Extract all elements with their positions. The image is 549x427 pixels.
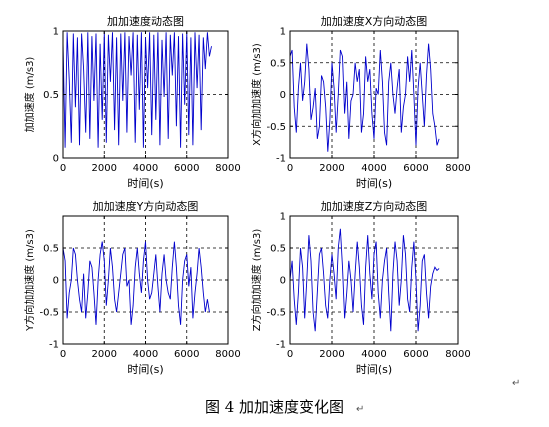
chart-1-x-tick-label: 8000 (215, 163, 240, 174)
chart-3-x-tick-label: 6000 (174, 349, 199, 360)
chart-1-x-tick-label: 2000 (92, 163, 117, 174)
chart-2-x-tick-label: 2000 (319, 163, 344, 174)
chart-2-y-tick-label: 1 (280, 27, 286, 38)
chart-4-x-tick-label: 8000 (445, 349, 470, 360)
chart-2-y-tick-label: 0 (280, 90, 286, 101)
chart-3-x-axis-label: 时间(s) (127, 363, 163, 376)
chart-4-title: 加加速度Z方向动态图 (321, 199, 428, 213)
chart-2-x-axis-label: 时间(s) (356, 177, 392, 190)
chart-1-x-tick-label: 6000 (174, 163, 199, 174)
chart-3-y-tick-label: -1 (49, 340, 59, 351)
chart-4-x-tick-label: 2000 (319, 349, 344, 360)
chart-2-x-tick-label: 0 (287, 163, 293, 174)
chart-4-x-tick-label: 6000 (403, 349, 428, 360)
chart-1-y-tick-label: 1 (53, 27, 59, 38)
chart-4-series-line (289, 228, 440, 332)
chart-2-title: 加加速度X方向动态图 (321, 14, 428, 28)
chart-1-y-axis-label: 加加速度 (m/s3) (23, 57, 36, 133)
chart-3-plot-area (63, 216, 228, 344)
chart-4-x-tick-label: 0 (287, 349, 293, 360)
chart-1-x-tick-label: 0 (60, 163, 66, 174)
chart-2-y-tick-label: 0.5 (270, 58, 286, 69)
chart-1-y-tick-label: 0.5 (43, 90, 59, 101)
chart-4-y-tick-label: 0.5 (270, 244, 286, 255)
chart-4-y-tick-label: -1 (276, 340, 286, 351)
chart-4-x-axis-label: 时间(s) (356, 363, 392, 376)
chart-3-x-tick-label: 8000 (215, 349, 240, 360)
paragraph-mark-icon: ↵ (356, 404, 365, 415)
chart-3-series-line (62, 241, 210, 325)
chart-3-title: 加加速度Y方向动态图 (93, 199, 199, 213)
chart-1-x-axis-label: 时间(s) (127, 177, 163, 190)
chart-2-x-tick-label: 6000 (403, 163, 428, 174)
paragraph-mark-icon: ↵ (512, 378, 521, 389)
chart-2-y-axis-label: X方向加加速度 (m/s3) (250, 43, 263, 146)
chart-3-y-tick-label: 0 (53, 276, 59, 287)
chart-3-x-tick-label: 2000 (92, 349, 117, 360)
chart-4-y-tick-label: -0.5 (266, 308, 286, 319)
chart-3-x-tick-label: 4000 (133, 349, 158, 360)
chart-1-x-tick-label: 4000 (133, 163, 158, 174)
chart-3-y-axis-label: Y方向加加速度 (m/s3) (23, 229, 36, 332)
figure-caption: 图 4 加加速度变化图 (204, 398, 345, 416)
chart-4-x-tick-label: 4000 (361, 349, 386, 360)
chart-2-y-tick-label: -1 (276, 154, 286, 165)
chart-1-title: 加加速度动态图 (107, 14, 184, 28)
chart-3-y-tick-label: 0.5 (43, 244, 59, 255)
chart-4-y-axis-label: Z方向加加速度 (m/s3) (250, 229, 263, 332)
chart-2-series-line (289, 43, 440, 152)
chart-2-x-tick-label: 8000 (445, 163, 470, 174)
chart-3-x-tick-label: 0 (60, 349, 66, 360)
chart-4-y-tick-label: 0 (280, 276, 286, 287)
chart-2-y-tick-label: -0.5 (266, 122, 286, 133)
chart-2-x-tick-label: 4000 (361, 163, 386, 174)
chart-3-y-tick-label: -0.5 (39, 308, 59, 319)
chart-4-y-tick-label: 1 (280, 212, 286, 223)
chart-1-y-tick-label: 0 (53, 154, 59, 165)
